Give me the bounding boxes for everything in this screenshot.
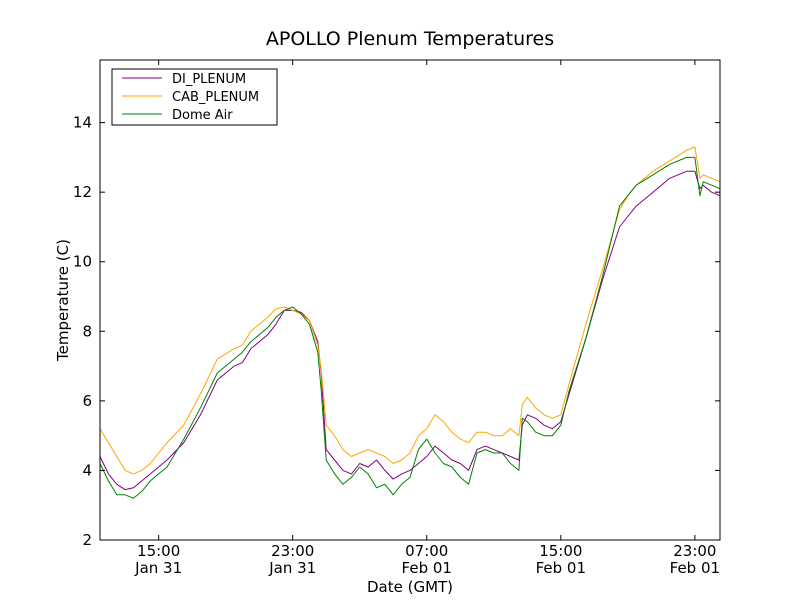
x-tick-time-label: 15:00	[137, 542, 180, 560]
legend-label-cab-plenum: CAB_PLENUM	[172, 90, 259, 105]
x-tick-date-label: Jan 31	[268, 559, 316, 577]
y-tick-label: 14	[73, 114, 92, 132]
x-tick-date-label: Feb 01	[536, 559, 586, 577]
legend-label-dome-air: Dome Air	[172, 108, 233, 123]
x-tick-date-label: Feb 01	[402, 559, 452, 577]
y-tick-label: 6	[82, 392, 92, 410]
x-axis-label: Date (GMT)	[367, 578, 453, 596]
y-tick-label: 4	[82, 461, 92, 479]
x-tick-date-label: Jan 31	[134, 559, 182, 577]
chart-title: APOLLO Plenum Temperatures	[266, 28, 554, 50]
x-tick-date-label: Feb 01	[670, 559, 720, 577]
plot-frame	[99, 59, 721, 541]
x-tick-time-label: 23:00	[271, 542, 314, 560]
y-axis-label: Temperature (C)	[54, 239, 72, 362]
x-tick-time-label: 07:00	[405, 542, 448, 560]
x-tick-time-label: 15:00	[539, 542, 582, 560]
series-layer	[99, 146, 721, 499]
legend-label-di-plenum: DI_PLENUM	[172, 72, 246, 87]
y-tick-label: 10	[73, 253, 92, 271]
series-line-di-plenum	[99, 170, 721, 491]
y-tick-label: 8	[82, 322, 92, 340]
series-line-cab-plenum	[99, 146, 721, 475]
x-tick-time-label: 23:00	[673, 542, 716, 560]
legend: DI_PLENUM CAB_PLENUM Dome Air	[111, 68, 278, 126]
series-line-dome-air	[99, 156, 721, 499]
y-tick-label: 12	[73, 183, 92, 201]
y-tick-label: 2	[82, 531, 92, 549]
